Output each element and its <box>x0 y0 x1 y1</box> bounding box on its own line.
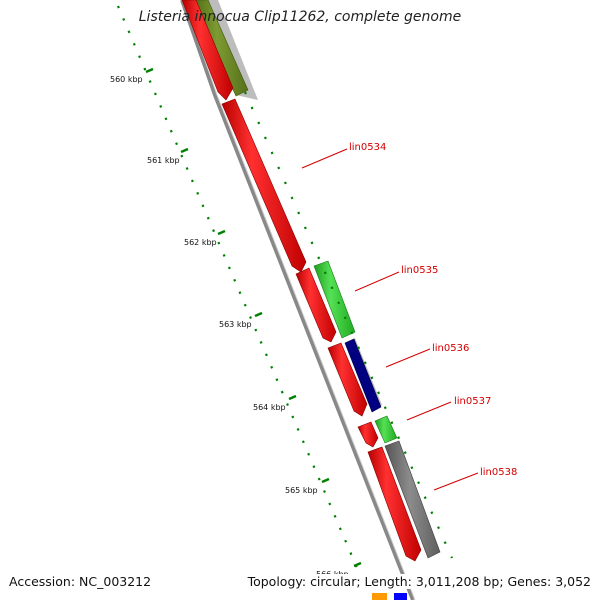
gene-red-lin0534 <box>221 98 307 273</box>
backbone <box>180 0 416 600</box>
ruler-label-565: 565 kbp <box>285 486 318 495</box>
gene-blue-bottom <box>394 593 407 600</box>
length-label: Length: <box>364 574 412 589</box>
ruler-major-ticks <box>145 67 362 568</box>
gene-label-lin0535[interactable]: lin0535 <box>401 265 438 276</box>
accession-value: NC_003212 <box>79 574 152 589</box>
gene-label-lin0537[interactable]: lin0537 <box>454 396 491 407</box>
gene-label-lin0534[interactable]: lin0534 <box>349 142 386 153</box>
gene-labels: lin0534 lin0535 lin0536 lin0537 lin0538 <box>349 142 517 478</box>
gene-red-lin0535 <box>295 267 337 343</box>
gene-features <box>181 0 441 600</box>
topology-value: circular <box>310 574 357 589</box>
gene-label-lines <box>301 148 479 491</box>
map-title: Listeria innocua Clip11262, complete gen… <box>138 9 462 25</box>
gene-green-lin0537 <box>374 415 398 444</box>
gene-red-lin0538 <box>367 446 422 562</box>
ruler-label-564: 564 kbp <box>253 403 286 412</box>
length-value: 3,011,208 bp <box>415 574 500 589</box>
ruler-label-563: 563 kbp <box>219 320 252 329</box>
genes-value: 3,052 <box>555 574 591 589</box>
gene-orange-bottom <box>372 593 387 600</box>
gene-red-lin0537 <box>357 421 379 448</box>
gene-label-lin0536[interactable]: lin0536 <box>432 343 469 354</box>
gene-navy-lin0536 <box>344 338 382 413</box>
ruler-label-561: 561 kbp <box>147 156 180 165</box>
gene-red-top <box>181 0 234 101</box>
ruler-label-562: 562 kbp <box>184 238 217 247</box>
genome-stats: Topology: circular; Length: 3,011,208 bp… <box>245 574 591 589</box>
ruler-label-560: 560 kbp <box>110 75 143 84</box>
gene-gray-lin0538 <box>384 440 441 559</box>
genes-label: Genes: <box>507 574 552 589</box>
accession-info: Accession: NC_003212 <box>9 574 151 589</box>
ruler-labels: 560 kbp 561 kbp 562 kbp 563 kbp 564 kbp … <box>110 75 349 579</box>
gene-label-lin0538[interactable]: lin0538 <box>480 467 517 478</box>
topology-label: Topology: <box>247 574 307 589</box>
gene-red-lin0536 <box>327 342 368 417</box>
accession-label: Accession: <box>9 574 76 589</box>
